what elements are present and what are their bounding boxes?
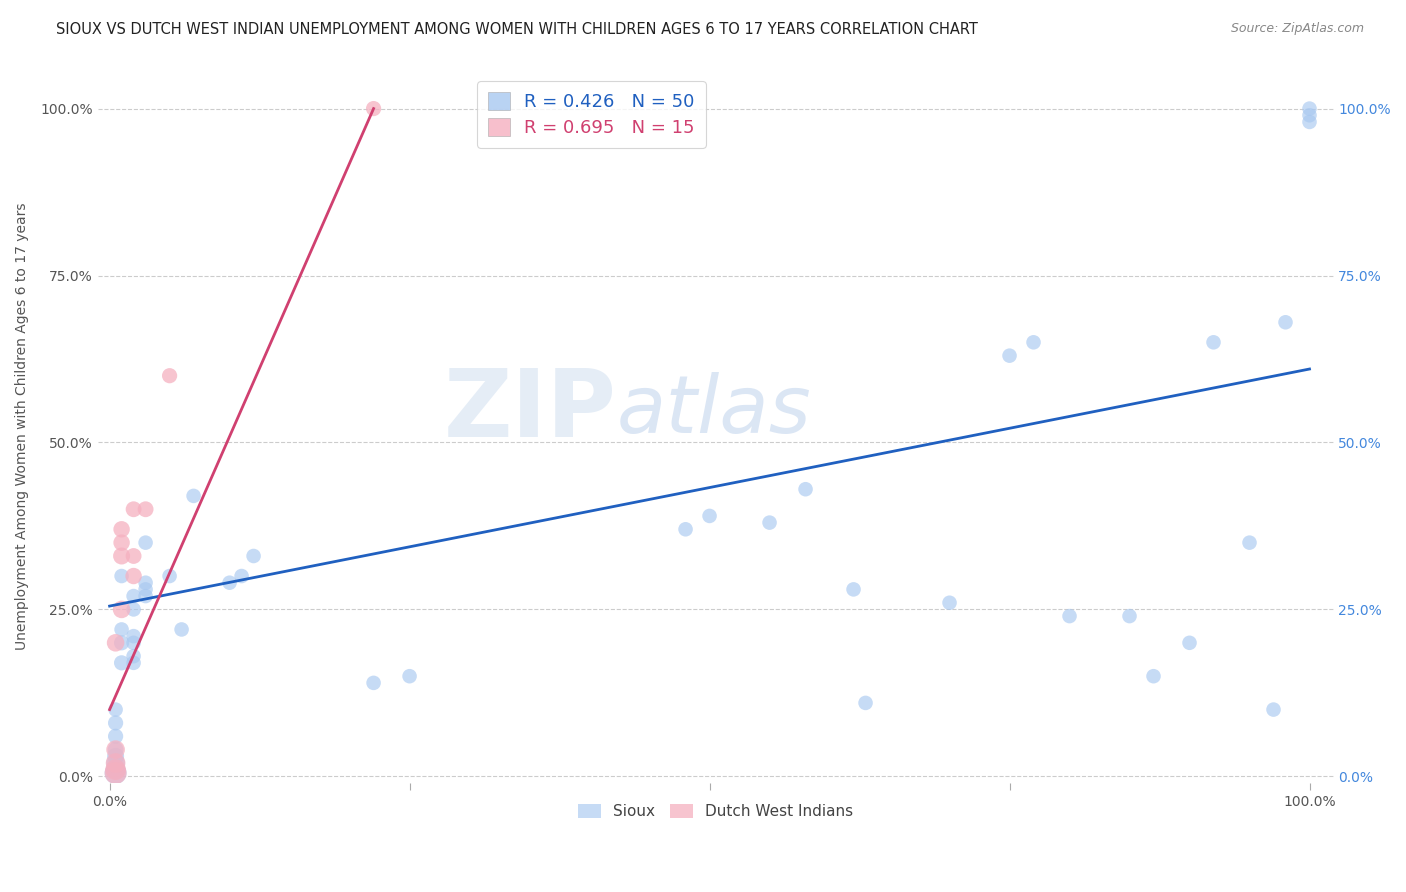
Point: [110, 636, 132, 650]
Point: [110, 522, 132, 536]
Point: [104, 766, 127, 780]
Point: [122, 636, 145, 650]
Point: [170, 623, 193, 637]
Point: [104, 742, 127, 756]
Point: [135, 575, 157, 590]
Point: [242, 549, 264, 563]
Point: [135, 502, 157, 516]
Point: [758, 516, 780, 530]
Point: [398, 669, 420, 683]
Point: [855, 696, 877, 710]
Point: [363, 676, 385, 690]
Point: [1298, 108, 1320, 122]
Point: [1059, 609, 1081, 624]
Point: [1298, 115, 1320, 129]
Point: [135, 535, 157, 549]
Point: [363, 102, 385, 116]
Point: [1142, 669, 1164, 683]
Point: [104, 636, 127, 650]
Point: [104, 749, 127, 764]
Point: [104, 756, 127, 770]
Point: [104, 742, 127, 756]
Point: [104, 702, 127, 716]
Point: [122, 502, 145, 516]
Point: [1274, 315, 1296, 329]
Y-axis label: Unemployment Among Women with Children Ages 6 to 17 years: Unemployment Among Women with Children A…: [15, 202, 30, 649]
Point: [1118, 609, 1140, 624]
Point: [122, 656, 145, 670]
Point: [122, 549, 145, 563]
Point: [1298, 102, 1320, 116]
Point: [135, 589, 157, 603]
Point: [104, 763, 127, 777]
Text: SIOUX VS DUTCH WEST INDIAN UNEMPLOYMENT AMONG WOMEN WITH CHILDREN AGES 6 TO 17 Y: SIOUX VS DUTCH WEST INDIAN UNEMPLOYMENT …: [56, 22, 979, 37]
Point: [699, 508, 721, 523]
Point: [231, 569, 253, 583]
Point: [110, 602, 132, 616]
Point: [135, 582, 157, 597]
Point: [122, 589, 145, 603]
Text: Source: ZipAtlas.com: Source: ZipAtlas.com: [1230, 22, 1364, 36]
Legend: Sioux, Dutch West Indians: Sioux, Dutch West Indians: [572, 798, 859, 825]
Point: [122, 629, 145, 643]
Point: [104, 715, 127, 730]
Point: [1263, 702, 1285, 716]
Text: ZIP: ZIP: [444, 366, 617, 458]
Point: [110, 549, 132, 563]
Point: [842, 582, 865, 597]
Point: [104, 756, 127, 770]
Text: atlas: atlas: [617, 373, 811, 450]
Point: [998, 349, 1021, 363]
Point: [110, 623, 132, 637]
Point: [1178, 636, 1201, 650]
Point: [122, 649, 145, 664]
Point: [110, 535, 132, 549]
Point: [104, 766, 127, 780]
Point: [1022, 335, 1045, 350]
Point: [218, 575, 240, 590]
Point: [110, 569, 132, 583]
Point: [675, 522, 697, 536]
Point: [1239, 535, 1261, 549]
Point: [104, 763, 127, 777]
Point: [794, 482, 817, 496]
Point: [183, 489, 205, 503]
Point: [122, 602, 145, 616]
Point: [938, 596, 960, 610]
Point: [110, 656, 132, 670]
Point: [1202, 335, 1225, 350]
Point: [159, 569, 181, 583]
Point: [122, 569, 145, 583]
Point: [159, 368, 181, 383]
Point: [104, 729, 127, 743]
